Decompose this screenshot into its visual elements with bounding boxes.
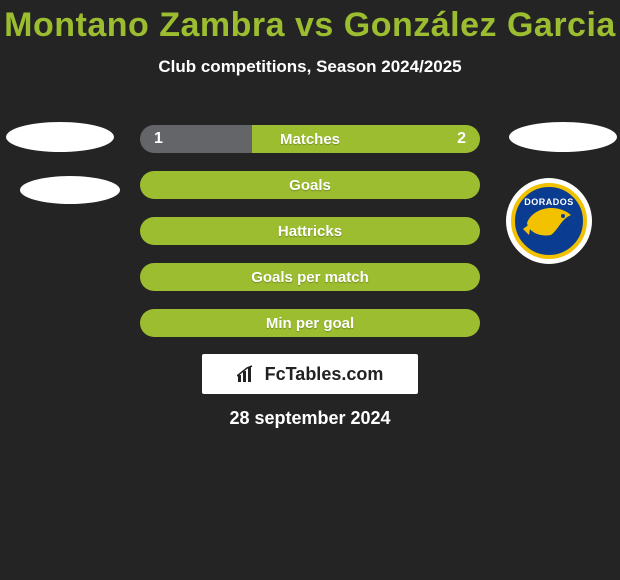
stat-label: Goals xyxy=(289,177,331,194)
page-title: Montano Zambra vs González Garcia xyxy=(0,0,620,45)
stat-row: Goals xyxy=(140,171,480,199)
right-placeholder-1 xyxy=(509,122,617,152)
stat-left-value: 1 xyxy=(154,130,163,148)
subtitle: Club competitions, Season 2024/2025 xyxy=(0,57,620,77)
comparison-rows: Matches 1 2 Goals Hattricks Goals per match Mi… xyxy=(140,125,480,355)
stat-row: Min per goal xyxy=(140,309,480,337)
stat-row: Goals per match xyxy=(140,263,480,291)
stat-label: Goals per match xyxy=(251,269,369,286)
watermark: FcTables.com xyxy=(202,354,418,394)
snapshot-date: 28 september 2024 xyxy=(0,408,620,429)
left-placeholder-1 xyxy=(6,122,114,152)
team-badge-text: DORADOS xyxy=(524,197,574,207)
stat-label: Min per goal xyxy=(266,315,354,332)
stat-row: Matches 1 2 xyxy=(140,125,480,153)
bar-chart-icon xyxy=(237,365,259,383)
watermark-text: FcTables.com xyxy=(265,364,384,385)
left-placeholder-2 xyxy=(20,176,120,204)
team-badge: DORADOS xyxy=(506,178,592,264)
stat-row: Hattricks xyxy=(140,217,480,245)
stat-label: Matches xyxy=(280,131,340,148)
stat-label: Hattricks xyxy=(278,223,342,240)
stat-right-value: 2 xyxy=(457,130,466,148)
fish-icon xyxy=(521,201,577,241)
